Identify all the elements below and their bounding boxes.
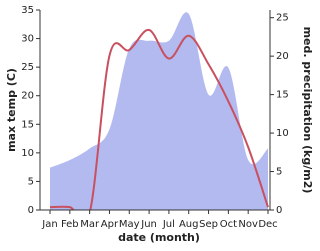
x-tick-label: Jan	[41, 219, 57, 230]
temperature-line	[49, 29, 269, 210]
y2-axis-label: med. precipitation (kg/m2)	[301, 27, 314, 194]
y2-tick-label: 10	[276, 128, 289, 139]
x-tick-label: Apr	[101, 219, 119, 230]
y2-tick-label: 20	[276, 51, 289, 62]
x-tick-label: Jun	[140, 219, 157, 230]
x-tick-label: Jul	[162, 219, 175, 230]
x-tick-label: Sep	[199, 219, 218, 230]
y2-tick-label: 25	[276, 13, 289, 24]
x-tick-label: Dec	[258, 219, 277, 230]
y2-tick-label: 5	[276, 167, 282, 178]
x-tick-label: Nov	[238, 219, 258, 230]
x-tick-label: Feb	[61, 219, 79, 230]
x-tick-label: May	[119, 219, 140, 230]
x-axis-label: date (month)	[118, 231, 200, 244]
y-tick-label: 15	[21, 119, 34, 130]
y-tick-label: 25	[21, 62, 34, 73]
y2-tick-label: 0	[276, 205, 282, 216]
y-tick-label: 30	[21, 34, 34, 45]
y-tick-label: 10	[21, 148, 34, 159]
y-tick-label: 35	[21, 5, 34, 16]
plot-area	[49, 12, 269, 210]
y-axis-label: max temp (C)	[5, 68, 18, 152]
x-tick-label: Mar	[80, 219, 100, 230]
x-tick-label: Aug	[179, 219, 199, 230]
y-tick-label: 0	[28, 205, 34, 216]
x-tick-label: Oct	[220, 219, 237, 230]
y2-tick-label: 15	[276, 90, 289, 101]
precipitation-area	[50, 12, 268, 210]
y-tick-label: 5	[28, 176, 34, 187]
y-tick-label: 20	[21, 91, 34, 102]
chart: date (month) max temp (C) med. precipita…	[5, 5, 314, 244]
